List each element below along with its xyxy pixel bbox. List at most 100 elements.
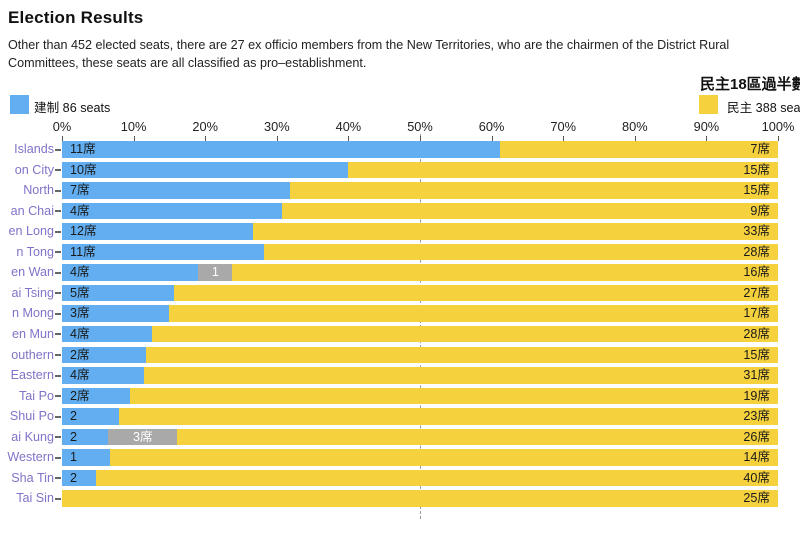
x-axis-tick-label: 10%: [120, 119, 147, 134]
y-axis-tick-mark: [55, 395, 61, 398]
row-label-district: Sha Tin: [11, 470, 54, 485]
pro-establishment-seat-label: 11席: [70, 142, 96, 156]
pro-democracy-seat-label: 16席: [743, 265, 770, 280]
y-axis-tick-mark: [55, 354, 61, 356]
x-axis-tick-mark: [205, 136, 207, 141]
pro-democracy-seat-label: 17席: [743, 306, 770, 321]
x-axis-tick-label: 90%: [693, 119, 720, 134]
pro-establishment-seat-label: 11席: [70, 244, 96, 259]
pro-establishment-seat-label: 2: [70, 409, 78, 424]
x-axis-tick-label: 0%: [52, 119, 72, 134]
legend-label-pro-democracy: 民主 388 seats: [727, 101, 800, 115]
bar-segment-pro-democracy: 31席: [143, 367, 778, 384]
row-label-district: ai Tsing: [11, 285, 54, 300]
x-axis-tick-mark: [706, 136, 708, 141]
pro-democracy-seat-label: 15席: [743, 347, 770, 362]
bar-segment-pro-establishment: 4席: [62, 325, 152, 343]
pro-establishment-seat-label: 3席: [70, 306, 90, 321]
y-axis-tick-mark: [55, 189, 61, 192]
bar-segment-pro-democracy: 15席: [289, 182, 778, 199]
x-axis-tick-mark: [420, 136, 421, 141]
pro-establishment-seat-label: 2: [70, 470, 78, 485]
bar-segment-pro-democracy: 15席: [348, 161, 778, 179]
pro-establishment-seat-label: 10席: [70, 162, 97, 177]
pro-democracy-seat-label: 23席: [743, 409, 770, 424]
bar-segment-pro-democracy: 33席: [252, 223, 778, 240]
other-seat-label: 3席: [133, 429, 153, 444]
other-seat-label: 1: [211, 265, 219, 280]
bar-segment-pro-democracy: 7席: [499, 141, 778, 158]
x-axis-tick-label: 100%: [761, 119, 795, 134]
subtitle-line-1: Other than 452 elected seats, there are …: [8, 38, 730, 52]
pro-establishment-seat-label: 4席: [70, 203, 90, 218]
row-label-district: n Tong: [16, 244, 54, 259]
row-label-district: Western: [7, 450, 54, 465]
x-axis-tick-label: 60%: [478, 119, 505, 134]
pro-democracy-seat-label: 14席: [743, 450, 770, 465]
bar-segment-pro-democracy: 14席: [109, 449, 778, 466]
bar-segment-pro-establishment: 12席: [62, 223, 253, 240]
chart-row: 4席 9席: [62, 202, 778, 220]
chart-row: 4席 31席: [62, 367, 778, 384]
bar-segment-pro-democracy: 40席: [96, 469, 778, 487]
y-axis-tick-mark: [55, 312, 61, 315]
chart-row: 12席 33席: [62, 223, 778, 240]
x-axis-tick-mark: [778, 136, 779, 141]
y-axis-tick-mark: [55, 148, 61, 151]
bar-segment-pro-democracy: 25席: [62, 490, 778, 507]
bar-segment-pro-establishment: 2席: [62, 346, 147, 363]
y-axis-tick-mark: [55, 456, 61, 459]
row-label-district: Shui Po: [9, 409, 54, 424]
row-label-district: Eastern: [10, 368, 54, 383]
x-axis-tick-label: 20%: [192, 119, 218, 134]
row-label-district: Islands: [14, 142, 54, 156]
chart-row: 1 14席: [62, 449, 778, 466]
x-axis-tick-label: 70%: [550, 119, 576, 134]
bar-segment-pro-democracy: 17席: [169, 305, 778, 322]
y-axis-tick-mark: [55, 374, 61, 377]
bar-segment-pro-democracy: 19席: [130, 387, 778, 405]
x-axis-tick-mark: [634, 136, 636, 141]
chart-row: 11席 7席: [62, 141, 778, 158]
bar-segment-pro-establishment: 3席: [62, 305, 170, 322]
chart-row: 25席: [62, 490, 778, 507]
bar-segment-pro-establishment: 5席: [62, 284, 174, 302]
y-axis-tick-mark: [55, 169, 61, 172]
chart-row: 5席 27席: [62, 284, 778, 302]
pro-democracy-seat-label: 33席: [743, 224, 770, 239]
bar-segment-pro-democracy: 23席: [119, 408, 778, 425]
y-axis-tick-mark: [55, 292, 61, 295]
bar-segment-pro-establishment: 2: [62, 408, 120, 425]
pro-democracy-seat-label: 15席: [743, 162, 770, 177]
row-label-district: Tai Sin: [16, 491, 54, 506]
y-axis-tick-mark: [55, 333, 61, 336]
bar-segment-pro-establishment: 4席: [62, 264, 199, 281]
bar-segment-pro-democracy: 26席: [177, 428, 778, 446]
pro-establishment-seat-label: 12席: [70, 224, 97, 239]
row-label-district: en Long: [8, 224, 54, 239]
pro-democracy-seat-label: 25席: [743, 491, 770, 506]
bar-segment-pro-democracy: 28席: [263, 243, 778, 261]
pro-democracy-seat-label: 9席: [750, 203, 770, 218]
chart-row: 2 23席: [62, 408, 778, 425]
bar-segment-pro-establishment: 4席: [62, 202, 283, 220]
chart-row: 2席 15席: [62, 346, 778, 363]
x-axis-tick-mark: [491, 136, 493, 141]
row-label-district: on City: [14, 162, 54, 177]
bar-segment-pro-establishment: 11席: [62, 141, 500, 158]
bar-segment-pro-establishment: 7席: [62, 182, 290, 199]
y-axis-tick-mark: [55, 251, 61, 254]
bar-segment-pro-establishment: 2: [62, 469, 97, 487]
pro-establishment-seat-label: 4席: [70, 265, 90, 280]
pro-establishment-seat-label: 1: [70, 450, 78, 465]
pro-democracy-seat-label: 7席: [750, 142, 770, 156]
y-axis-tick-mark: [55, 436, 61, 439]
pro-establishment-seat-label: 7席: [70, 183, 90, 198]
x-axis-tick-mark: [563, 136, 565, 141]
pro-establishment-seat-label: 2席: [70, 388, 90, 403]
x-axis-tick-label: 80%: [621, 119, 648, 134]
legend-label-pro-establishment: 建制 86 seats: [34, 101, 111, 115]
pro-democracy-seat-label: 31席: [743, 368, 770, 383]
row-label-district: Tai Po: [18, 388, 54, 403]
